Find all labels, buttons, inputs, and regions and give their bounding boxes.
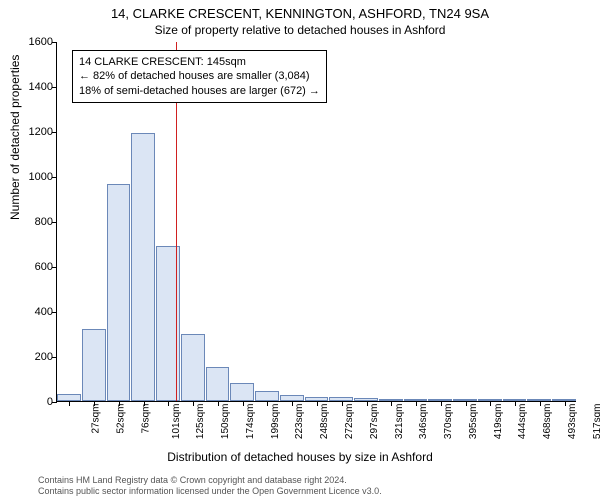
x-tick-label: 150sqm (220, 404, 231, 440)
x-tick-label: 321sqm (394, 404, 405, 440)
y-tick-mark (52, 312, 57, 313)
y-tick-label: 1200 (17, 126, 53, 138)
x-tick-label: 395sqm (468, 404, 479, 440)
x-tick-label: 370sqm (443, 404, 454, 440)
annotation-line-3: 18% of semi-detached houses are larger (… (79, 84, 320, 98)
footer-line-1: Contains HM Land Registry data © Crown c… (38, 475, 382, 486)
x-tick-mark (168, 401, 169, 406)
histogram-bar (57, 394, 81, 401)
y-tick-mark (52, 177, 57, 178)
x-tick-label: 52sqm (116, 404, 127, 434)
x-tick-label: 248sqm (319, 404, 330, 440)
y-tick-label: 400 (17, 306, 53, 318)
histogram-bar (230, 383, 254, 401)
x-tick-mark (119, 401, 120, 406)
y-tick-mark (52, 132, 57, 133)
y-tick-label: 0 (17, 396, 53, 408)
chart-subtitle: Size of property relative to detached ho… (0, 23, 600, 37)
histogram-bar (255, 391, 279, 401)
y-tick-mark (52, 222, 57, 223)
x-tick-label: 444sqm (517, 404, 528, 440)
x-tick-mark (565, 401, 566, 406)
x-tick-mark (144, 401, 145, 406)
x-tick-label: 101sqm (171, 404, 182, 440)
x-tick-label: 517sqm (592, 404, 600, 440)
x-tick-mark (490, 401, 491, 406)
chart-title: 14, CLARKE CRESCENT, KENNINGTON, ASHFORD… (0, 6, 600, 21)
x-tick-mark (540, 401, 541, 406)
x-tick-mark (292, 401, 293, 406)
x-tick-mark (342, 401, 343, 406)
x-tick-mark (267, 401, 268, 406)
y-tick-label: 1400 (17, 81, 53, 93)
histogram-bar (131, 133, 155, 401)
y-tick-mark (52, 357, 57, 358)
x-tick-label: 493sqm (567, 404, 578, 440)
y-tick-mark (52, 42, 57, 43)
x-tick-label: 76sqm (140, 404, 151, 434)
histogram-bar (181, 334, 205, 402)
x-tick-label: 125sqm (196, 404, 207, 440)
histogram-bar (206, 367, 230, 401)
annotation-line-2: ← 82% of detached houses are smaller (3,… (79, 69, 320, 83)
footer-attribution: Contains HM Land Registry data © Crown c… (38, 475, 382, 497)
x-tick-label: 468sqm (542, 404, 553, 440)
y-tick-label: 200 (17, 351, 53, 363)
y-tick-label: 1000 (17, 171, 53, 183)
y-tick-mark (52, 267, 57, 268)
x-tick-mark (391, 401, 392, 406)
x-tick-mark (94, 401, 95, 406)
y-tick-label: 1600 (17, 36, 53, 48)
histogram-bar (82, 329, 106, 401)
x-tick-label: 272sqm (344, 404, 355, 440)
x-tick-label: 346sqm (418, 404, 429, 440)
x-tick-label: 199sqm (270, 404, 281, 440)
footer-line-2: Contains public sector information licen… (38, 486, 382, 497)
x-axis-label: Distribution of detached houses by size … (0, 450, 600, 464)
x-tick-mark (317, 401, 318, 406)
x-tick-mark (466, 401, 467, 406)
y-tick-label: 800 (17, 216, 53, 228)
y-tick-mark (52, 402, 57, 403)
y-tick-label: 600 (17, 261, 53, 273)
y-tick-mark (52, 87, 57, 88)
x-tick-label: 27sqm (91, 404, 102, 434)
x-tick-label: 419sqm (493, 404, 504, 440)
annotation-line-1: 14 CLARKE CRESCENT: 145sqm (79, 55, 320, 69)
histogram-bar (107, 184, 131, 401)
x-tick-mark (69, 401, 70, 406)
x-tick-mark (193, 401, 194, 406)
x-tick-label: 223sqm (295, 404, 306, 440)
x-tick-label: 174sqm (245, 404, 256, 440)
x-tick-mark (515, 401, 516, 406)
annotation-box: 14 CLARKE CRESCENT: 145sqm ← 82% of deta… (72, 50, 327, 103)
x-tick-mark (218, 401, 219, 406)
chart-title-block: 14, CLARKE CRESCENT, KENNINGTON, ASHFORD… (0, 0, 600, 37)
x-tick-mark (367, 401, 368, 406)
x-tick-label: 297sqm (369, 404, 380, 440)
x-tick-mark (416, 401, 417, 406)
x-tick-mark (441, 401, 442, 406)
x-tick-mark (243, 401, 244, 406)
